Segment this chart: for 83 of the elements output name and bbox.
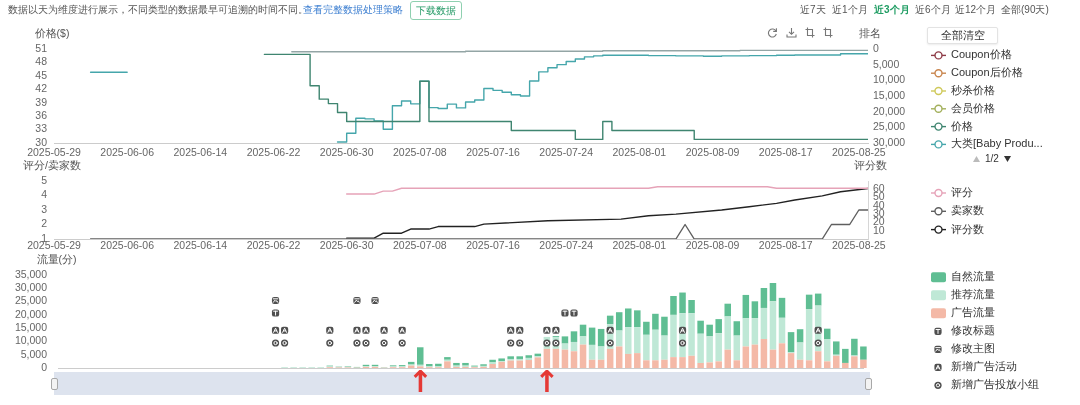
- text: 近3个月: [874, 4, 910, 15]
- y-tick-label: 42: [35, 82, 48, 95]
- y-tick-label: 2: [41, 217, 48, 230]
- y-axis-title: 价格($): [33, 26, 70, 39]
- y-tick-label: 5: [41, 173, 48, 186]
- legend-label: 新增广告活动: [951, 360, 1017, 373]
- y-tick-label: 30: [35, 135, 48, 148]
- x-tick-label: 2025-05-29: [27, 146, 82, 159]
- y2-tick-label: 25,000: [873, 120, 906, 133]
- y-tick-label: 35,000: [14, 267, 48, 280]
- text: 近1个月: [832, 4, 868, 15]
- y-tick-label: 0: [41, 360, 48, 373]
- y-tick-label: 30,000: [14, 281, 48, 294]
- x-tick-label: 2025-06-22: [246, 239, 301, 252]
- x-tick-label: 2025-07-08: [392, 146, 447, 159]
- legend-label: 新增广告投放小组: [951, 378, 1039, 391]
- x-tick-label: 2025-06-30: [319, 146, 374, 159]
- y2-tick-label: 30,000: [873, 135, 906, 148]
- x-tick-label: 2025-08-09: [685, 239, 740, 252]
- legend-label: Coupon价格: [951, 48, 1012, 61]
- x-tick-label: 2025-07-16: [466, 146, 521, 159]
- y-tick-label: 15,000: [14, 321, 48, 334]
- y-tick-label: 33: [35, 122, 48, 135]
- legend-label: 评分数: [951, 222, 984, 235]
- x-tick-label: 2025-08-25: [831, 146, 886, 159]
- x-tick-label: 2025-08-17: [758, 239, 813, 252]
- clear-button: 全部清空: [927, 27, 998, 44]
- x-tick-label: 2025-06-14: [173, 146, 228, 159]
- legend-label: 价格: [950, 119, 973, 132]
- y-axis-title: 流量(分): [36, 252, 77, 265]
- x-tick-label: 2025-07-24: [539, 239, 594, 252]
- y2-tick-label: 60: [873, 182, 885, 195]
- x-tick-label: 2025-08-01: [612, 146, 667, 159]
- x-tick-label: 2025-06-14: [173, 239, 228, 252]
- x-tick-label: 2025-07-08: [392, 239, 447, 252]
- y2-tick-label: 10,000: [873, 73, 906, 86]
- x-tick-label: 2025-07-24: [539, 146, 594, 159]
- legend-label: 评分: [951, 186, 973, 199]
- legend-label: 会员价格: [951, 101, 995, 114]
- x-tick-label: 2025-06-06: [100, 239, 155, 252]
- y-tick-label: 51: [35, 41, 48, 54]
- y-tick-label: 20,000: [14, 307, 48, 320]
- y-tick-label: 10,000: [14, 334, 48, 347]
- y-tick-label: 3: [41, 202, 48, 215]
- y-tick-label: 5,000: [20, 347, 48, 360]
- y-tick-label: 4: [41, 188, 48, 201]
- y2-tick-label: 0: [873, 41, 879, 54]
- text: 近7天: [800, 4, 826, 15]
- text: 1/2: [985, 153, 999, 164]
- y-tick-label: 45: [35, 68, 48, 81]
- text: 近12个月: [955, 4, 997, 15]
- legend-label: 修改主图: [951, 342, 995, 355]
- x-tick-label: 2025-06-30: [319, 239, 374, 252]
- y2-tick-label: 5,000: [873, 57, 900, 70]
- y2-tick-label: 20,000: [873, 104, 906, 117]
- x-tick-label: 2025-06-06: [100, 146, 155, 159]
- y-axis-title: 评分/卖家数: [23, 158, 81, 171]
- legend-label: 大类[Baby Produ...: [951, 137, 1043, 150]
- legend-label: Coupon后价格: [951, 66, 1023, 79]
- legend-label: 推荐流量: [951, 288, 995, 301]
- x-tick-label: 2025-08-01: [612, 239, 667, 252]
- y2-axis-title: 评分数: [853, 158, 887, 171]
- annotation: ↑: [534, 363, 560, 399]
- y2-tick-label: 15,000: [873, 88, 906, 101]
- legend-label: 卖家数: [951, 204, 984, 217]
- x-tick-label: 2025-08-09: [685, 146, 740, 159]
- legend-label: 自然流量: [951, 270, 995, 283]
- legend-label: 修改标题: [951, 324, 995, 337]
- x-tick-label: 2025-07-16: [466, 239, 521, 252]
- y2-axis-title: 排名: [859, 26, 881, 39]
- y-tick-label: 39: [35, 95, 48, 108]
- y-tick-label: 25,000: [14, 294, 48, 307]
- x-tick-label: 2025-08-17: [758, 146, 813, 159]
- download-button: 下载数据: [410, 1, 462, 20]
- y-tick-label: 48: [35, 55, 48, 68]
- text: 全部(90天): [1001, 4, 1049, 15]
- text: 近6个月: [915, 4, 951, 15]
- y-tick-label: 36: [35, 109, 48, 122]
- x-tick-label: 2025-08-25: [831, 239, 886, 252]
- x-tick-label: 2025-06-22: [246, 146, 301, 159]
- legend-label: 秒杀价格: [951, 84, 995, 97]
- annotation: ↑: [407, 363, 433, 399]
- legend-label: 广告流量: [951, 306, 995, 319]
